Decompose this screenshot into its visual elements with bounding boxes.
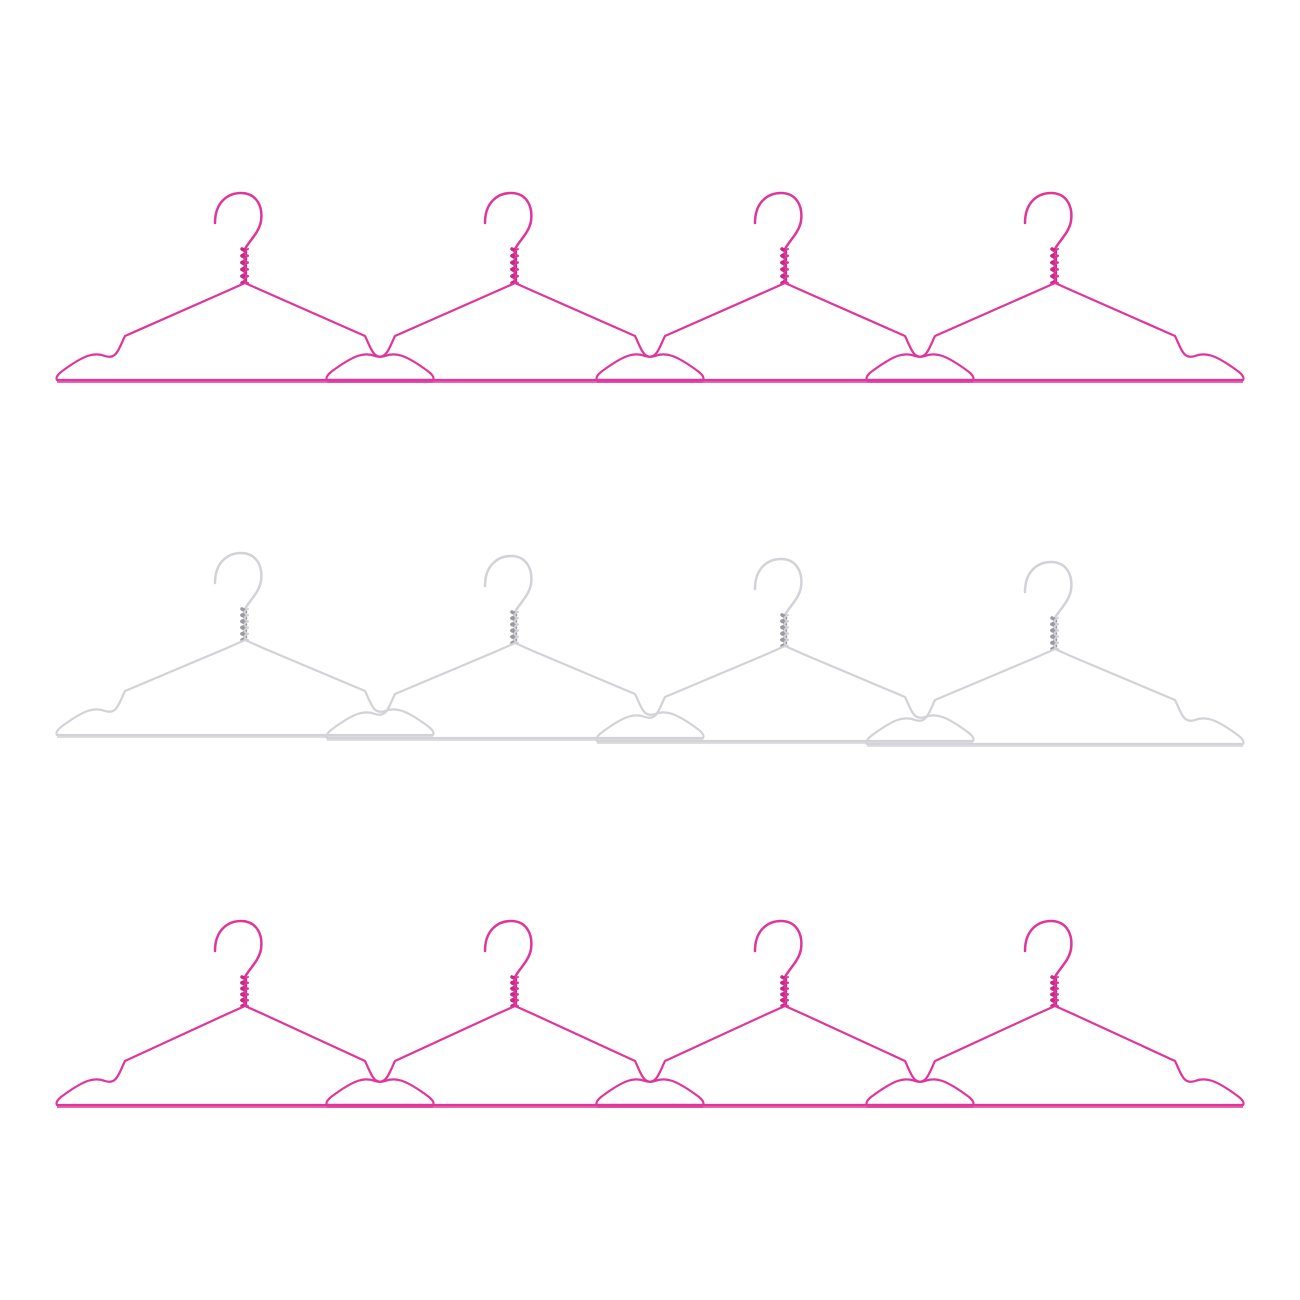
hanger-hook <box>1023 560 1073 620</box>
wire-hanger <box>55 551 435 738</box>
wire-hanger <box>865 560 1245 747</box>
hanger-hook <box>753 557 803 617</box>
hanger-twist <box>240 975 249 1008</box>
hanger-hook <box>213 919 263 979</box>
hanger-twist <box>240 607 249 642</box>
hanger-body <box>865 647 1245 746</box>
hanger-body <box>865 281 1245 382</box>
hanger-row-white-middle <box>55 551 1245 747</box>
hanger-rows <box>55 191 1245 1108</box>
wire-hanger <box>595 557 975 744</box>
hanger-twist <box>240 247 249 285</box>
hanger-body <box>595 644 975 743</box>
hanger-row-pink-bottom <box>55 919 1245 1108</box>
hanger-hook <box>1023 191 1073 251</box>
hanger-body <box>325 641 705 740</box>
hanger-hook <box>483 554 533 614</box>
hanger-body <box>865 1004 1245 1107</box>
hanger-hook <box>753 191 803 251</box>
hanger-twist <box>780 247 789 285</box>
hanger-twist <box>1050 975 1059 1008</box>
wire-hanger <box>865 191 1245 383</box>
hanger-twist <box>510 610 519 645</box>
hanger-twist <box>780 975 789 1008</box>
hanger-twist <box>510 247 519 285</box>
hanger-twist <box>780 613 789 648</box>
hanger-hook <box>483 919 533 979</box>
wire-hanger <box>865 919 1245 1108</box>
hanger-row-pink-top <box>55 191 1245 383</box>
hanger-hook <box>213 551 263 611</box>
hanger-twist <box>1050 616 1059 651</box>
hanger-hook <box>1023 919 1073 979</box>
hanger-twist <box>1050 247 1059 285</box>
hanger-hook <box>213 191 263 251</box>
hanger-twist <box>510 975 519 1008</box>
hanger-body <box>55 638 435 737</box>
hanger-hook <box>483 191 533 251</box>
hanger-hook <box>753 919 803 979</box>
